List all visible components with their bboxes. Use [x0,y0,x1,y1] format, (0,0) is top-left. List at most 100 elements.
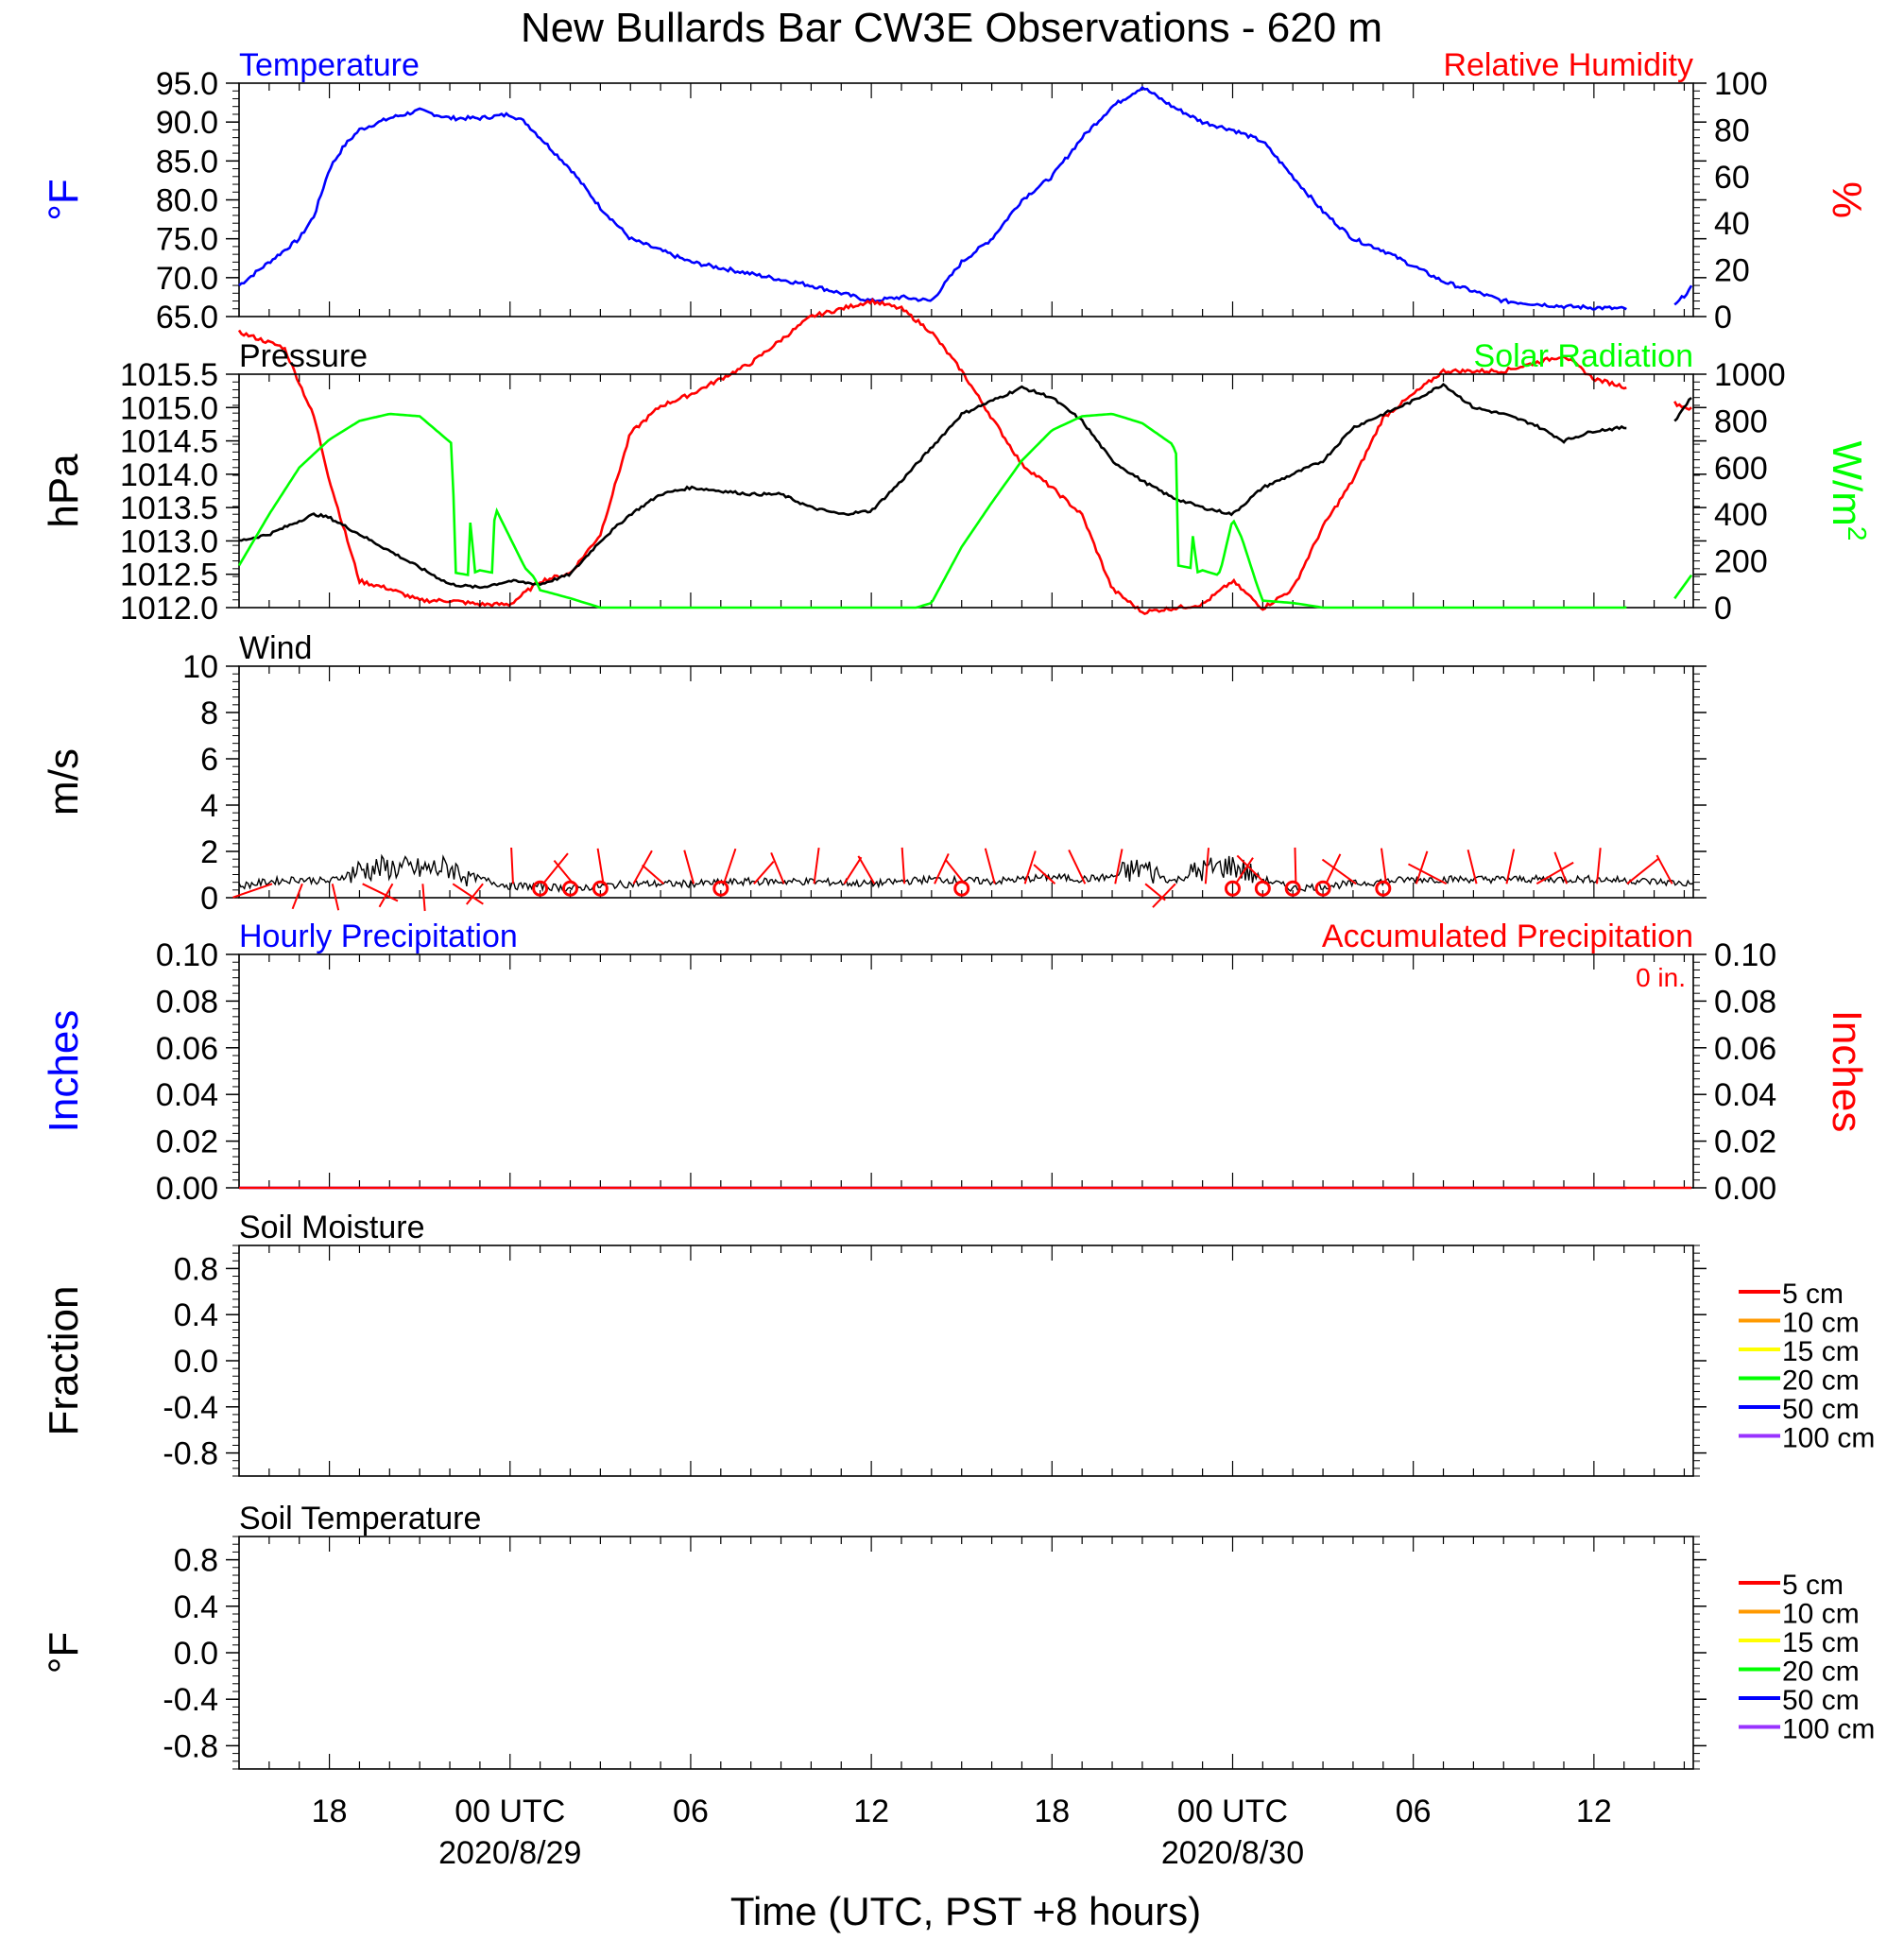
legend-label: 10 cm [1782,1308,1860,1339]
calm-wind-circle [953,880,970,897]
wind-barb [291,883,303,910]
wind-barb [542,852,569,884]
calm-wind-circle [1284,880,1301,897]
panel-4: 0.00 0.02 0.04 0.06 0.08 0.10 0.00 0.02 0.04 0.06… [41,918,1870,1207]
y-axis-label-left: °F [41,179,87,220]
calm-wind-circle [712,880,729,897]
x-tick-label: 18 [312,1794,348,1829]
calm-wind-circle [532,880,549,897]
x-tick-label: 18 [1034,1794,1070,1829]
x-tick-label: 06 [673,1794,709,1829]
panel-title-left: Soil Moisture [239,1210,425,1245]
wind-barb [1553,851,1569,884]
y-tick-label-left: 0.10 [156,937,218,973]
wind-barb [1535,861,1574,885]
y-tick-label-right: 40 [1714,206,1750,242]
y-tick-label-right: 1000 [1714,357,1786,393]
y-tick-label-right: 0.10 [1714,937,1776,973]
y-tick-label-left: 0.08 [156,984,218,1020]
calm-wind-circle [1224,880,1241,897]
wind-barb [1325,853,1342,884]
y-axis-label-left: Fraction [41,1286,87,1436]
wind-barb [1415,850,1429,884]
panel-title-left: Temperature [239,47,420,83]
y-tick-label-left: 6 [200,742,218,778]
y-tick-label-left: 1014.0 [120,457,218,493]
y-tick-label-left: 2 [200,834,218,870]
y-axis-label-left: °F [41,1632,87,1674]
y-tick-label-left: 1013.5 [120,490,218,526]
y-tick-label-right: 0.06 [1714,1031,1776,1067]
y-tick-label-left: 90.0 [156,105,218,141]
wind-barb [632,850,653,884]
legend-label: 15 cm [1782,1627,1860,1658]
panel-3: 0 2 4 6 8 10 Wind m/s [41,630,1707,917]
legend-label: 100 cm [1782,1714,1875,1745]
wind-barb [1467,849,1478,884]
y-tick-label-left: 0.02 [156,1125,218,1160]
x-tick-label: 06 [1396,1794,1432,1829]
wind-barb [1236,854,1267,885]
panel-title-left: Soil Temperature [239,1501,481,1537]
wind-barb [770,852,785,884]
y-tick-label-left: 1015.0 [120,390,218,426]
series-line-wind [238,853,1694,894]
y-tick-label-left: 0.8 [174,1251,218,1287]
wind-barb [362,883,399,902]
legend-label: 50 cm [1782,1394,1860,1425]
accumulated-total-label: 0 in. [1636,963,1686,992]
series-line-solar-radiation [237,412,1693,609]
x-date-label: 2020/8/29 [438,1835,581,1871]
wind-barb [857,855,876,884]
y-tick-label-left: 1013.0 [120,524,218,559]
x-axis-label: Time (UTC, PST +8 hours) [730,1889,1201,1933]
wind-barb [596,848,605,884]
y-tick-label-left: 1012.0 [120,591,218,627]
wind-barb [1033,864,1056,885]
wind-barb [1114,849,1124,884]
y-tick-label-left: 65.0 [156,300,218,335]
y-tick-label-left: 85.0 [156,144,218,180]
y-tick-label-left: 4 [200,788,218,824]
wind-barb [843,856,863,884]
y-axis-label-left: Inches [41,1010,87,1133]
wind-barb [641,864,664,885]
y-tick-label-left: 10 [182,649,218,685]
wind-barb [1152,883,1176,908]
y-tick-label-right: 0.04 [1714,1077,1776,1113]
y-tick-label-left: 0.8 [174,1543,218,1579]
y-tick-label-left: 0.06 [156,1031,218,1067]
wind-barb [1321,858,1357,885]
y-tick-label-left: -0.4 [163,1390,218,1426]
wind-barb [1596,848,1602,884]
y-axis-label-right: % [1824,181,1870,218]
y-tick-label-left: 70.0 [156,261,218,297]
wind-barb [1380,848,1387,884]
wind-barb [683,850,695,884]
legend-label: 5 cm [1782,1570,1844,1601]
x-tick-label: 00 UTC [455,1794,565,1829]
plot-frame [238,953,1694,1189]
plot-frame [238,665,1694,899]
figure-title: New Bullards Bar CW3E Observations - 620… [521,5,1382,51]
wind-barb [1068,850,1087,884]
series-line-pressure [238,382,1692,590]
calm-wind-circle [1254,880,1271,897]
y-tick-label-left: 0.0 [174,1344,218,1380]
wind-barb [1408,863,1448,885]
y-tick-label-right: 80 [1714,112,1750,148]
wind-barb [378,883,394,908]
wind-barb [813,847,820,884]
panel-title-left: Pressure [239,338,368,374]
y-tick-label-right: 0.02 [1714,1125,1776,1160]
wind-barb [1204,848,1210,884]
calm-wind-circle [561,880,578,897]
legend-label: 100 cm [1782,1423,1875,1454]
panel-title-left: Hourly Precipitation [239,918,518,954]
wind-barb [232,883,273,899]
y-tick-label-right: 400 [1714,497,1768,533]
wind-barb [1505,849,1516,884]
y-tick-label-left: 0.4 [174,1297,218,1333]
